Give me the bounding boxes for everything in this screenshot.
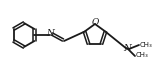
Text: CH₃: CH₃: [140, 42, 153, 48]
Text: N: N: [46, 29, 54, 38]
Text: N: N: [123, 44, 131, 53]
Text: O: O: [92, 18, 99, 26]
Text: CH₃: CH₃: [136, 52, 149, 58]
